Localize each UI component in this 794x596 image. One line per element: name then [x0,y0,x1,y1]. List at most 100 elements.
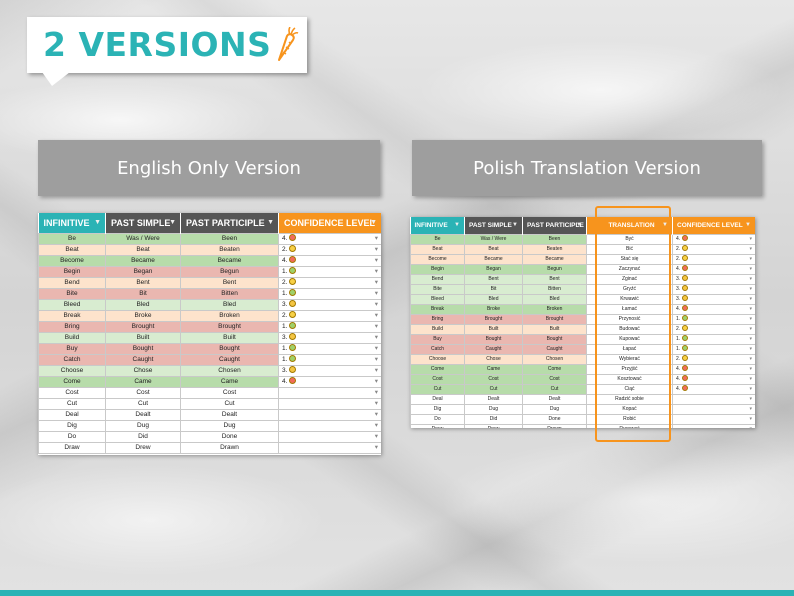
past-simple-cell[interactable]: Broke [105,309,181,322]
past-participle-cell[interactable]: Bent [180,276,279,289]
confidence-cell[interactable]: 4. ▾ [672,363,755,375]
confidence-cell[interactable]: 2. ▾ [672,243,755,255]
infinitive-cell[interactable]: Bring [38,320,106,333]
past-simple-cell[interactable]: Cut [105,397,181,410]
past-simple-cell[interactable]: Beat [105,243,181,256]
infinitive-cell[interactable]: Beat [38,243,106,256]
infinitive-cell[interactable]: Become [410,253,465,265]
confidence-cell[interactable]: 3. ▾ [672,293,755,305]
infinitive-cell[interactable]: Do [38,430,106,443]
confidence-cell[interactable]: 1. ▾ [672,313,755,325]
dropdown-arrow-icon[interactable]: ▾ [374,388,378,396]
dropdown-arrow-icon[interactable]: ▾ [749,325,752,332]
dropdown-arrow-icon[interactable]: ▾ [749,375,752,382]
dropdown-arrow-icon[interactable]: ▾ [749,385,752,392]
infinitive-cell[interactable]: Bleed [38,298,106,311]
confidence-cell[interactable]: ▾ [278,430,381,443]
past-simple-cell[interactable]: Chose [105,364,181,377]
past-simple-cell[interactable]: Cost [105,386,181,399]
confidence-cell[interactable]: 4. ▾ [672,303,755,315]
infinitive-cell[interactable]: Build [38,331,106,344]
header-past-simple[interactable]: PAST SIMPLE ▼ [105,213,181,233]
confidence-cell[interactable]: ▾ [278,397,381,410]
past-simple-cell[interactable]: Became [464,253,523,265]
infinitive-cell[interactable]: Break [410,303,465,315]
confidence-cell[interactable]: ▾ [672,413,755,425]
header-confidence-level[interactable]: CONFIDENCE LEVEL ▼ [278,213,381,233]
infinitive-cell[interactable]: Buy [410,333,465,345]
infinitive-cell[interactable]: Dig [38,419,106,432]
infinitive-cell[interactable]: Be [410,233,465,245]
infinitive-cell[interactable]: Cost [38,386,106,399]
dropdown-arrow-icon[interactable]: ▾ [749,355,752,362]
past-simple-cell[interactable]: Dug [105,419,181,432]
dropdown-arrow-icon[interactable]: ▾ [374,443,378,451]
dropdown-arrow-icon[interactable]: ▾ [374,355,378,363]
dropdown-arrow-icon[interactable]: ▾ [374,432,378,440]
infinitive-cell[interactable]: Cut [410,383,465,395]
dropdown-arrow-icon[interactable]: ▾ [749,295,752,302]
dropdown-arrow-icon[interactable]: ▾ [749,315,752,322]
header-past-participle[interactable]: PAST PARTICIPLE ▼ [522,217,587,234]
infinitive-cell[interactable]: Bring [410,313,465,325]
past-participle-cell[interactable]: Became [180,254,279,267]
past-participle-cell[interactable]: Came [180,375,279,388]
past-participle-cell[interactable]: Drawn [522,423,587,428]
confidence-cell[interactable]: ▾ [278,408,381,421]
dropdown-arrow-icon[interactable]: ▾ [374,245,378,253]
past-participle-cell[interactable]: Broken [522,303,587,315]
past-simple-cell[interactable]: Drew [105,441,181,454]
dropdown-arrow-icon[interactable]: ▾ [374,278,378,286]
dropdown-arrow-icon[interactable]: ▾ [374,366,378,374]
past-participle-cell[interactable]: Bitten [180,287,279,300]
past-participle-cell[interactable]: Beaten [180,243,279,256]
past-participle-cell[interactable]: Built [522,323,587,335]
past-simple-cell[interactable]: Built [105,331,181,344]
past-simple-cell[interactable]: Dug [464,403,523,415]
past-simple-cell[interactable]: Did [105,430,181,443]
past-participle-cell[interactable]: Chosen [180,364,279,377]
dropdown-arrow-icon[interactable]: ▾ [749,305,752,312]
header-infinitive[interactable]: INFINITIVE ▼ [410,217,465,234]
past-participle-cell[interactable]: Bled [522,293,587,305]
past-simple-cell[interactable]: Brought [464,313,523,325]
confidence-cell[interactable]: 4. ▾ [672,233,755,245]
past-participle-cell[interactable]: Bled [180,298,279,311]
dropdown-arrow-icon[interactable]: ▾ [374,322,378,330]
confidence-cell[interactable]: ▾ [672,423,755,428]
past-participle-cell[interactable]: Bought [180,342,279,355]
confidence-cell[interactable]: 2. ▾ [278,276,381,289]
past-participle-cell[interactable]: Beaten [522,243,587,255]
infinitive-cell[interactable]: Beat [410,243,465,255]
past-simple-cell[interactable]: Bled [464,293,523,305]
past-participle-cell[interactable]: Bent [522,273,587,285]
confidence-cell[interactable]: 1. ▾ [672,333,755,345]
infinitive-cell[interactable]: Bleed [410,293,465,305]
confidence-cell[interactable]: ▾ [278,419,381,432]
past-simple-cell[interactable]: Bit [105,287,181,300]
past-simple-cell[interactable]: Began [464,263,523,275]
past-simple-cell[interactable]: Brought [105,320,181,333]
infinitive-cell[interactable]: Be [38,232,106,245]
infinitive-cell[interactable]: Come [38,375,106,388]
confidence-cell[interactable]: 3. ▾ [278,364,381,377]
past-participle-cell[interactable]: Chosen [522,353,587,365]
dropdown-arrow-icon[interactable]: ▾ [749,335,752,342]
infinitive-cell[interactable]: Choose [38,364,106,377]
past-participle-cell[interactable]: Caught [522,343,587,355]
confidence-cell[interactable]: 1. ▾ [672,343,755,355]
dropdown-arrow-icon[interactable]: ▾ [749,345,752,352]
past-participle-cell[interactable]: Been [522,233,587,245]
infinitive-cell[interactable]: Deal [410,393,465,405]
infinitive-cell[interactable]: Build [410,323,465,335]
past-participle-cell[interactable]: Bought [522,333,587,345]
dropdown-arrow-icon[interactable]: ▾ [374,234,378,242]
confidence-cell[interactable]: 1. ▾ [278,342,381,355]
infinitive-cell[interactable]: Do [410,413,465,425]
confidence-cell[interactable]: 1. ▾ [278,353,381,366]
past-simple-cell[interactable]: Caught [464,343,523,355]
infinitive-cell[interactable]: Draw [410,423,465,428]
confidence-cell[interactable]: 4. ▾ [672,373,755,385]
infinitive-cell[interactable]: Bend [410,273,465,285]
past-participle-cell[interactable]: Been [180,232,279,245]
